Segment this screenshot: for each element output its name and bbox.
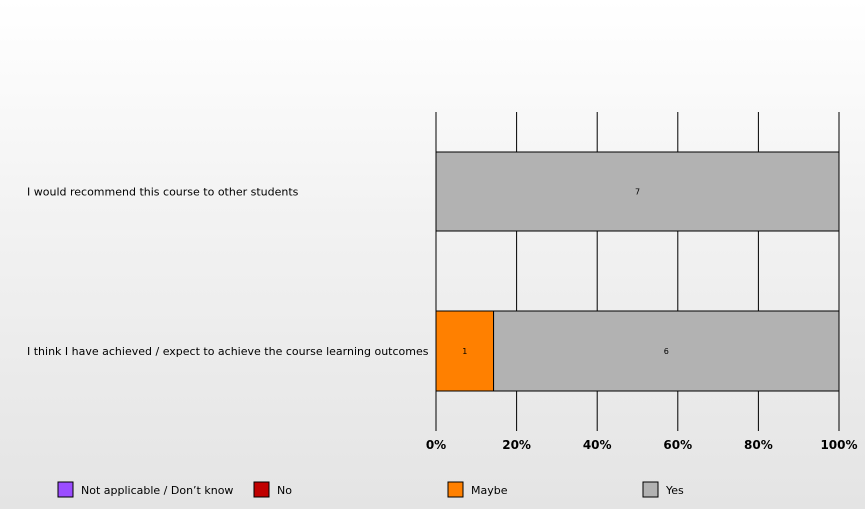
x-tick-label-3: 60% [663, 438, 692, 452]
legend-label-1: No [277, 484, 292, 497]
x-tick-label-4: 80% [744, 438, 773, 452]
x-tick-label-1: 20% [502, 438, 531, 452]
legend-swatch-3 [642, 481, 659, 498]
data-label-0-3: 7 [635, 188, 640, 197]
bar-0-3 [435, 151, 840, 232]
legend-swatch-0 [57, 481, 74, 498]
bar-1-3 [493, 310, 840, 392]
category-label-1: I think I have achieved / expect to achi… [27, 345, 429, 358]
legend-label-0: Not applicable / Don’t know [81, 484, 233, 497]
category-label-0: I would recommend this course to other s… [27, 186, 299, 199]
x-tick-label-2: 40% [583, 438, 612, 452]
data-label-1-3: 6 [664, 347, 669, 356]
legend-swatch-2 [447, 481, 464, 498]
x-tick-label-5: 100% [820, 438, 857, 452]
legend-label-3: Yes [665, 484, 684, 497]
legend-label-2: Maybe [471, 484, 508, 497]
data-label-1-2: 1 [462, 347, 467, 356]
x-tick-label-0: 0% [426, 438, 446, 452]
legend-swatch-1 [253, 481, 270, 498]
